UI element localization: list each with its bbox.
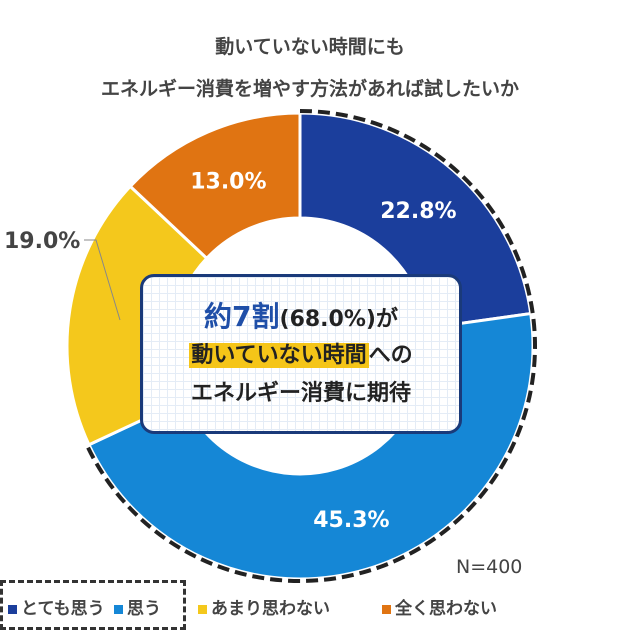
legend-label-0: とても思う [21, 599, 105, 619]
callout-big: 約7割 [204, 300, 280, 333]
legend-swatch-3 [382, 604, 391, 614]
chart-title-line2: エネルギー消費を増やす方法があれば試したいか [100, 78, 519, 100]
legend-item-3: 全く思わない [382, 594, 497, 619]
leader-line [84, 239, 121, 321]
callout-box: 約7割(68.0%)が 動いていない時間への エネルギー消費に期待 [140, 274, 462, 434]
data-label-3: 13.0% [190, 169, 266, 194]
data-label-1: 45.3% [313, 508, 389, 533]
donut-slice-3 [128, 111, 302, 261]
callout-highlight: 動いていない時間 [189, 343, 369, 368]
data-label-0: 22.8% [380, 199, 456, 224]
legend-swatch-2 [198, 604, 207, 614]
donut-slice-0 [298, 111, 533, 330]
legend-item-2: あまり思わない [198, 594, 330, 619]
legend-highlight-box [0, 580, 186, 630]
legend-label-1: 思う [127, 599, 161, 619]
legend-item-1: 思う [114, 594, 161, 619]
sample-size: N=400 [456, 556, 523, 578]
legend-swatch-1 [114, 604, 123, 614]
data-label-2: 19.0% [4, 229, 80, 254]
callout-after: への [368, 343, 413, 368]
legend-item-0: とても思う [8, 594, 105, 619]
legend-label-2: あまり思わない [211, 599, 330, 619]
donut-slice-1 [86, 311, 535, 581]
chart-title-line1: 動いていない時間にも [215, 36, 405, 58]
legend-swatch-0 [8, 604, 17, 614]
legend: とても思う 思う あまり思わない 全く思わない [0, 594, 640, 619]
legend-label-3: 全く思わない [395, 599, 497, 619]
callout-pct: (68.0%)が [279, 307, 398, 332]
callout-line3: エネルギー消費に期待 [190, 381, 411, 406]
